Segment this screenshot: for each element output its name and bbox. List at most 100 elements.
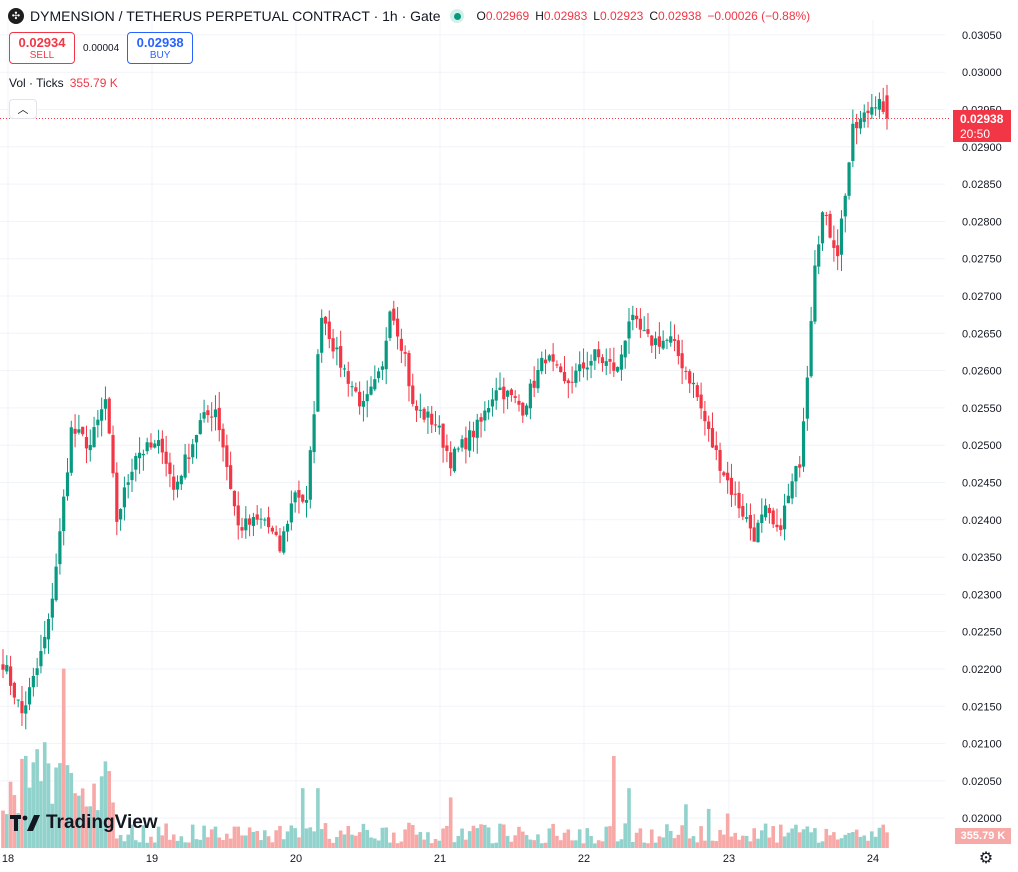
volume-bar xyxy=(634,832,639,848)
volume-bar xyxy=(699,826,703,848)
candle-body xyxy=(339,346,343,368)
price-tick-label: 0.03000 xyxy=(962,67,1002,79)
candle-body xyxy=(684,370,688,372)
volume-bar xyxy=(483,824,487,848)
volume-bar xyxy=(422,839,426,848)
sell-button[interactable]: 0.02934 SELL xyxy=(9,32,75,64)
candle-body xyxy=(221,428,225,448)
candle-body xyxy=(581,362,586,369)
volume-bar xyxy=(80,788,85,848)
bar-countdown: 20:50 xyxy=(960,127,991,141)
volume-bar xyxy=(266,836,271,848)
volume-bar xyxy=(695,842,700,848)
volume-bar xyxy=(168,839,172,848)
candle-body xyxy=(259,518,263,520)
volume-bar xyxy=(103,761,108,848)
ohlc-value: 0.02938 xyxy=(658,9,702,23)
volume-bar xyxy=(467,831,472,848)
candle-body xyxy=(316,354,320,412)
candle-body xyxy=(809,321,813,377)
volume-bar xyxy=(221,840,225,848)
collapse-legend-button[interactable]: ︿ xyxy=(9,99,37,119)
last-price-label: 0.02938 20:50 xyxy=(953,110,1011,142)
settings-gear-icon[interactable]: ⚙ xyxy=(978,850,994,867)
candle-body xyxy=(521,402,525,416)
volume-bar xyxy=(380,827,385,848)
candle-body xyxy=(676,340,680,356)
volume-bar xyxy=(99,776,104,848)
candle-body xyxy=(691,382,696,385)
candle-body xyxy=(794,466,798,482)
candle-body xyxy=(198,420,202,435)
candle-body xyxy=(813,265,817,322)
volume-bar xyxy=(35,749,39,848)
volume-bar xyxy=(27,787,32,848)
candle-body xyxy=(426,411,430,418)
candle-body xyxy=(600,357,605,364)
volume-bar xyxy=(262,830,267,848)
candle-body xyxy=(760,514,764,524)
candle-body xyxy=(96,419,100,426)
volume-bar xyxy=(350,834,354,848)
volume-bar xyxy=(502,824,506,848)
volume-bar xyxy=(464,839,468,848)
ohlc-value: 0.02983 xyxy=(543,9,588,23)
volume-bar xyxy=(111,802,115,848)
volume-bar xyxy=(881,824,886,848)
candle-body xyxy=(479,417,483,422)
candle-body xyxy=(225,445,229,467)
volume-bar xyxy=(232,826,237,848)
candle-body xyxy=(270,527,274,532)
sell-label: SELL xyxy=(29,49,55,61)
candle-body xyxy=(646,329,650,334)
price-tick-label: 0.02550 xyxy=(962,403,1002,415)
volume-bar xyxy=(240,835,244,848)
candle-body xyxy=(274,531,278,535)
candle-body xyxy=(657,336,661,347)
candle-body xyxy=(513,396,517,398)
volume-bar xyxy=(771,826,775,848)
ohlc-value: −0.00026 (−0.88%) xyxy=(707,9,811,23)
volume-bar xyxy=(244,835,248,848)
candle-body xyxy=(141,453,145,456)
chart-title[interactable]: DYMENSION / TETHERUS PERPETUAL CONTRACT … xyxy=(30,8,441,24)
volume-bar xyxy=(524,835,529,848)
price-tick-label: 0.02400 xyxy=(962,515,1002,527)
candle-body xyxy=(669,336,673,343)
candle-body xyxy=(202,412,206,419)
candle-body xyxy=(145,442,149,452)
candle-body xyxy=(232,490,237,507)
candle-body xyxy=(710,428,715,448)
volume-bar xyxy=(391,832,396,848)
candle-body xyxy=(790,481,794,499)
volume-bar xyxy=(92,783,96,848)
volume-bar xyxy=(270,842,275,848)
buy-button[interactable]: 0.02938 BUY xyxy=(127,32,194,64)
candle-body xyxy=(441,423,445,448)
volume-bar xyxy=(107,771,112,848)
volume-legend[interactable]: Vol · Ticks 355.79 K xyxy=(9,76,118,90)
candle-body xyxy=(699,394,703,409)
candle-body xyxy=(384,340,388,370)
candle-body xyxy=(168,462,172,475)
time-axis: 18 19 20 21 22 23 24 xyxy=(2,853,879,865)
volume-bar xyxy=(407,822,411,848)
time-tick-label: 20 xyxy=(290,853,302,865)
volume-bar xyxy=(225,833,229,848)
volume-bar xyxy=(354,835,358,848)
candle-body xyxy=(73,428,77,434)
candle-body xyxy=(653,338,658,345)
volume-bar xyxy=(39,781,43,848)
volume-bar xyxy=(160,835,165,848)
time-tick-label: 18 xyxy=(2,853,14,865)
tradingview-logo[interactable]: TradingView xyxy=(10,812,158,834)
candle-body xyxy=(16,699,20,701)
price-tick-label: 0.02800 xyxy=(962,216,1002,228)
candle-body xyxy=(627,321,631,339)
candle-body xyxy=(403,352,407,354)
volume-bar xyxy=(335,837,339,848)
volume-bar xyxy=(543,842,548,848)
ohlc-item: L0.02923 xyxy=(593,9,643,23)
volume-bar xyxy=(65,765,70,848)
